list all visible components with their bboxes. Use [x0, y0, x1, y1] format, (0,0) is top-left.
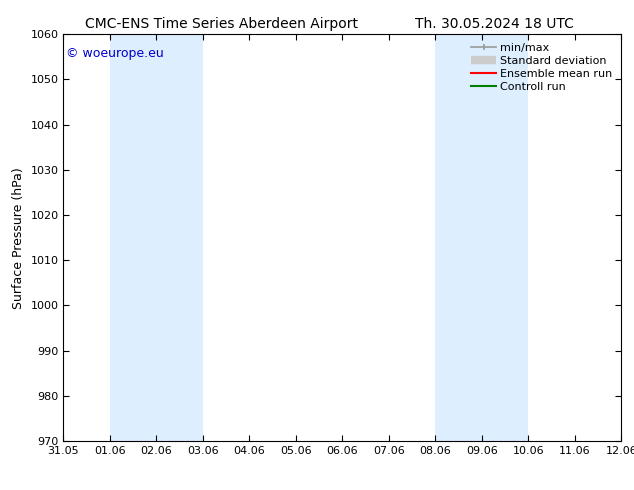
- Text: Th. 30.05.2024 18 UTC: Th. 30.05.2024 18 UTC: [415, 17, 574, 31]
- Bar: [482, 34, 528, 441]
- Legend: min/max, Standard deviation, Ensemble mean run, Controll run: min/max, Standard deviation, Ensemble me…: [468, 40, 616, 95]
- Bar: [436, 34, 482, 441]
- Bar: [621, 34, 634, 441]
- Bar: [110, 34, 157, 441]
- Bar: [157, 34, 203, 441]
- Title: CMC-ENS Time Series Aberdeen Airport      Th. 30.05.2024 18 UTC: CMC-ENS Time Series Aberdeen Airport Th.…: [0, 489, 1, 490]
- Text: © woeurope.eu: © woeurope.eu: [66, 47, 164, 59]
- Y-axis label: Surface Pressure (hPa): Surface Pressure (hPa): [12, 167, 25, 309]
- Text: CMC-ENS Time Series Aberdeen Airport: CMC-ENS Time Series Aberdeen Airport: [86, 17, 358, 31]
